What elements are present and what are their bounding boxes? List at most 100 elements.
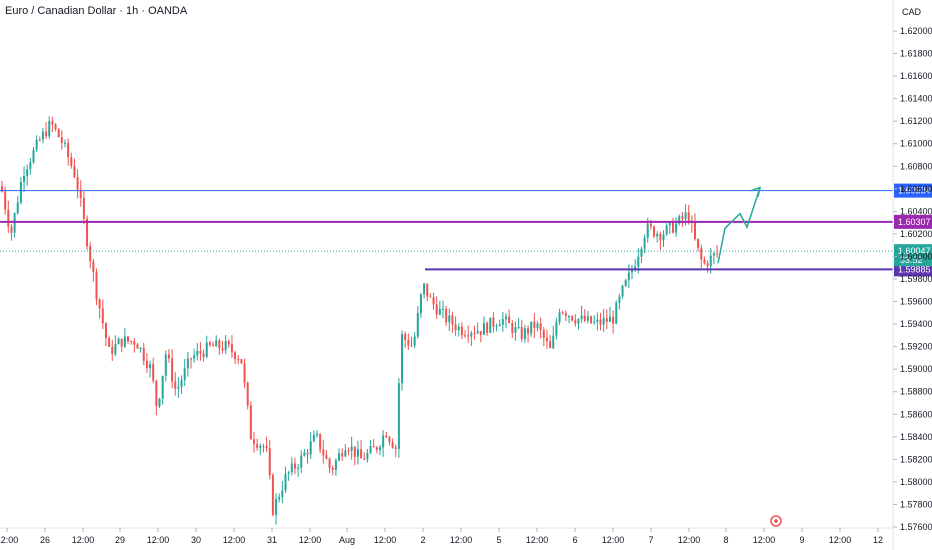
candle-body bbox=[284, 473, 287, 491]
x-tick-label: 12 bbox=[873, 535, 883, 545]
y-tick-label: 1.59800 bbox=[900, 274, 932, 284]
level-price-tag bbox=[894, 214, 932, 229]
current-price-label: 1.60047 bbox=[898, 246, 931, 256]
candle-body bbox=[366, 452, 369, 460]
x-tick-label: 12:00 bbox=[72, 535, 95, 545]
candle-body bbox=[70, 157, 73, 166]
candle-body bbox=[716, 253, 719, 255]
candle-body bbox=[627, 272, 630, 281]
candle-body bbox=[234, 352, 237, 360]
candle-body bbox=[45, 131, 48, 137]
candle-body bbox=[539, 323, 542, 331]
candle-body bbox=[108, 338, 111, 347]
x-tick-label: 12:00 bbox=[526, 535, 549, 545]
y-tick-label: 1.59000 bbox=[900, 364, 932, 374]
candle-body bbox=[341, 453, 344, 457]
candle-body bbox=[653, 226, 656, 237]
candle-body bbox=[564, 313, 567, 317]
candle-body bbox=[495, 326, 498, 328]
candle-body bbox=[312, 435, 315, 442]
level-price-label: 1.59885 bbox=[898, 264, 931, 274]
candle-body bbox=[542, 330, 545, 338]
candle-body bbox=[174, 381, 177, 389]
candle-body bbox=[593, 321, 596, 323]
candle-body bbox=[416, 313, 419, 337]
candle-body bbox=[451, 315, 454, 325]
x-tick-label: 5 bbox=[496, 535, 501, 545]
candle-body bbox=[306, 452, 309, 455]
candle-body bbox=[35, 139, 38, 150]
candle-body bbox=[199, 350, 202, 354]
candle-body bbox=[394, 447, 397, 449]
candle-body bbox=[470, 333, 473, 337]
candle-body bbox=[457, 326, 460, 331]
candle-body bbox=[297, 467, 300, 469]
candle-body bbox=[73, 165, 76, 178]
candle-body bbox=[508, 316, 511, 324]
y-tick-label: 1.62000 bbox=[900, 26, 932, 36]
candle-body bbox=[476, 331, 479, 334]
candle-body bbox=[161, 375, 164, 399]
y-tick-label: 1.60800 bbox=[900, 161, 932, 171]
candle-body bbox=[360, 449, 363, 459]
projection-arrowhead bbox=[750, 186, 762, 197]
candle-body bbox=[438, 308, 441, 315]
candle-body bbox=[82, 197, 85, 219]
candle-body bbox=[29, 162, 32, 170]
candle-body bbox=[246, 382, 249, 406]
candle-body bbox=[19, 181, 22, 203]
x-tick-label: 7 bbox=[648, 535, 653, 545]
candle-body bbox=[656, 233, 659, 237]
currency-label: CAD bbox=[902, 7, 922, 17]
candle-body bbox=[293, 463, 296, 469]
candle-body bbox=[51, 120, 54, 125]
candle-body bbox=[712, 253, 715, 256]
candle-body bbox=[599, 319, 602, 325]
candle-body bbox=[60, 137, 63, 143]
candle-body bbox=[243, 363, 246, 383]
candle-body bbox=[300, 455, 303, 468]
bar-countdown-label: 33:52 bbox=[900, 255, 923, 265]
candle-body bbox=[123, 336, 126, 347]
y-tick-label: 1.58000 bbox=[900, 477, 932, 487]
candle-body bbox=[101, 308, 104, 324]
time-axis[interactable]: 12:002612:002912:003012:003112:00Aug12:0… bbox=[0, 515, 893, 545]
y-tick-label: 1.59600 bbox=[900, 297, 932, 307]
candle-body bbox=[212, 344, 215, 347]
candle-body bbox=[7, 209, 10, 227]
candle-body bbox=[454, 324, 457, 331]
candle-body bbox=[517, 327, 520, 329]
candle-body bbox=[89, 246, 92, 262]
candle-body bbox=[498, 324, 501, 327]
candle-body bbox=[590, 316, 593, 323]
candle-body bbox=[221, 348, 224, 351]
candle-body bbox=[23, 176, 26, 182]
candle-body bbox=[624, 280, 627, 286]
candle-body bbox=[338, 453, 341, 461]
candle-body bbox=[86, 218, 89, 247]
candle-body bbox=[527, 328, 530, 334]
candle-body bbox=[397, 383, 400, 449]
candle-body bbox=[328, 458, 331, 468]
x-tick-label: 12:00 bbox=[829, 535, 852, 545]
candle-body bbox=[249, 405, 252, 440]
y-tick-label: 1.60400 bbox=[900, 206, 932, 216]
candle-body bbox=[164, 354, 167, 376]
x-tick-label: 26 bbox=[40, 535, 50, 545]
candle-body bbox=[533, 321, 536, 328]
candle-body bbox=[114, 344, 117, 354]
candle-body bbox=[64, 142, 66, 144]
x-tick-label: 9 bbox=[799, 535, 804, 545]
candle-body bbox=[13, 213, 16, 233]
x-tick-label: 8 bbox=[723, 535, 728, 545]
candle-body bbox=[631, 270, 633, 273]
candle-body bbox=[571, 315, 574, 321]
candle-body bbox=[703, 259, 706, 264]
candle-body bbox=[375, 447, 378, 451]
candle-body bbox=[605, 318, 608, 322]
price-axis[interactable]: CAD 1.62000 1.61800 1.61600 1.61400 1.61200 1.… bbox=[892, 0, 932, 550]
candle-body bbox=[104, 323, 107, 339]
candle-body bbox=[303, 452, 306, 456]
